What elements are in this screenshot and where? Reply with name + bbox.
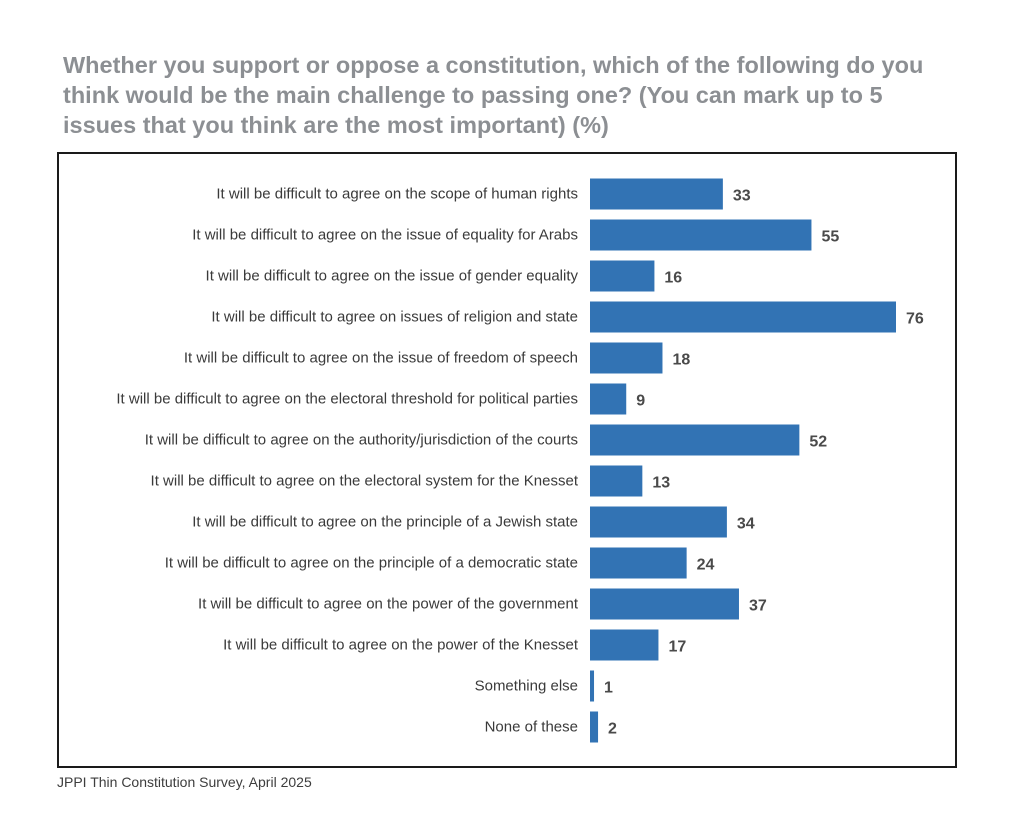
value-label: 18	[672, 352, 690, 369]
category-label: None of these	[485, 719, 578, 736]
bar	[590, 588, 739, 620]
value-label: 24	[697, 557, 715, 574]
category-label: It will be difficult to agree on the pri…	[192, 514, 578, 531]
value-label: 34	[737, 516, 755, 533]
value-label: 52	[809, 434, 827, 451]
value-label: 9	[636, 393, 645, 410]
category-label: Something else	[475, 678, 578, 695]
value-label: 76	[906, 311, 924, 328]
value-label: 2	[608, 721, 617, 738]
category-label: It will be difficult to agree on the ele…	[116, 391, 578, 408]
value-label: 17	[668, 639, 686, 656]
chart-frame: It will be difficult to agree on the sco…	[57, 152, 957, 768]
bar	[590, 711, 599, 743]
category-label: It will be difficult to agree on the pow…	[223, 637, 579, 654]
bar	[590, 670, 595, 702]
bar	[590, 342, 663, 374]
category-label: It will be difficult to agree on the pri…	[165, 555, 578, 572]
source-note: JPPI Thin Constitution Survey, April 202…	[57, 774, 312, 790]
value-label: 16	[664, 270, 682, 287]
bar	[590, 629, 659, 661]
value-label: 13	[652, 475, 670, 492]
bar	[590, 260, 655, 292]
bar	[590, 219, 812, 251]
value-label: 37	[749, 598, 767, 615]
bar-chart: It will be difficult to agree on the sco…	[116, 178, 924, 743]
category-label: It will be difficult to agree on the iss…	[184, 350, 578, 367]
value-label: 33	[733, 188, 751, 205]
category-label: It will be difficult to agree on the sco…	[216, 186, 578, 203]
category-label: It will be difficult to agree on the pow…	[198, 596, 579, 613]
bar	[590, 547, 687, 579]
bar	[590, 506, 727, 538]
bar	[590, 301, 896, 333]
category-label: It will be difficult to agree on the aut…	[145, 432, 578, 449]
value-label: 1	[604, 680, 613, 697]
category-label: It will be difficult to agree on the ele…	[151, 473, 579, 490]
value-label: 55	[821, 229, 839, 246]
bar	[590, 383, 627, 415]
bar	[590, 465, 643, 497]
category-label: It will be difficult to agree on the iss…	[192, 227, 578, 244]
category-label: It will be difficult to agree on issues …	[211, 309, 578, 326]
bar	[590, 178, 723, 210]
bar	[590, 424, 800, 456]
chart-title: Whether you support or oppose a constitu…	[63, 52, 924, 138]
category-label: It will be difficult to agree on the iss…	[206, 268, 579, 285]
